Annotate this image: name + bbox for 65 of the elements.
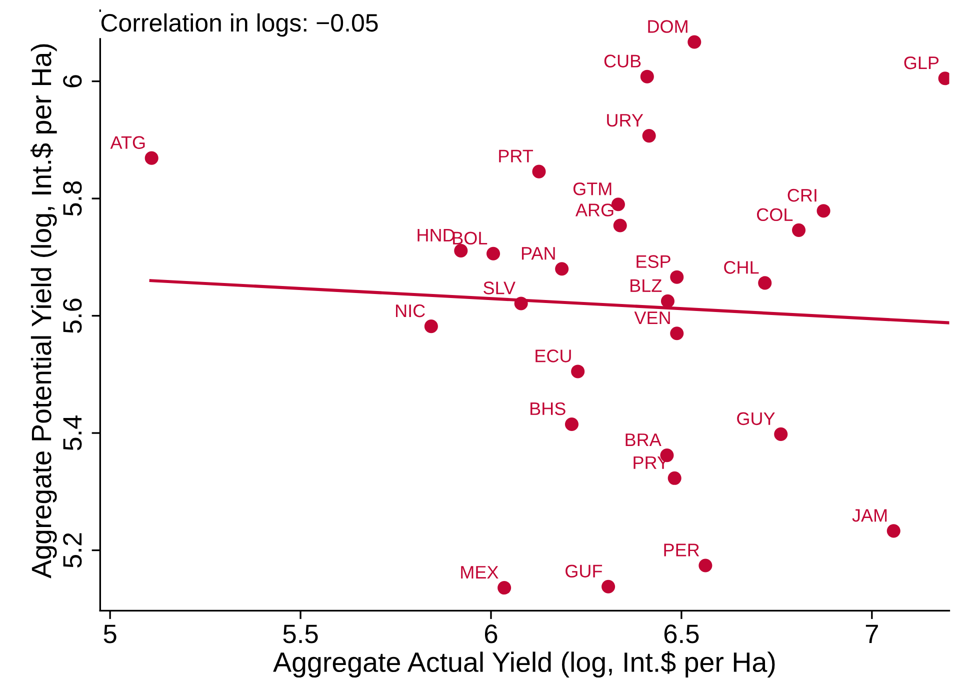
- point: [564, 417, 579, 431]
- y-tick-label: 5.6: [63, 298, 82, 334]
- y-tick-label: 6: [63, 75, 82, 88]
- point: [144, 151, 158, 165]
- point: [532, 164, 546, 178]
- point: [886, 524, 900, 538]
- x-tick-label: 6: [484, 624, 498, 644]
- x-tick-label: 5: [104, 624, 116, 644]
- point: [498, 581, 512, 595]
- annotation: PER: [664, 544, 700, 556]
- annotation: GTM: [573, 182, 612, 196]
- point: [424, 320, 438, 334]
- point: [660, 294, 674, 308]
- annotation: JAM: [852, 509, 887, 522]
- annotation: GUF: [566, 564, 602, 578]
- annotation: SLV: [484, 282, 516, 294]
- point: [670, 270, 684, 284]
- annotation: ESP: [636, 255, 670, 268]
- annotation: MEX: [461, 566, 498, 578]
- annotation: DOM: [648, 20, 688, 33]
- annotation: CUB: [604, 54, 641, 68]
- point: [668, 471, 682, 485]
- annotation: BOL: [453, 232, 488, 245]
- annotation: GUY: [737, 412, 775, 426]
- x-tick-label: 7: [866, 624, 878, 643]
- annotation: Correlation in logs: −0.05: [101, 13, 378, 37]
- point: [602, 580, 616, 594]
- annotation: COL: [757, 208, 793, 222]
- point: [454, 244, 468, 258]
- x-tick-label: 5.5: [283, 624, 318, 644]
- annotation: ARG: [575, 204, 614, 216]
- annotation: CHL: [724, 261, 759, 274]
- point: [613, 218, 627, 232]
- point: [555, 262, 569, 276]
- annotation: BRA: [626, 434, 662, 446]
- point: [670, 326, 684, 340]
- x-tick-label: 6.5: [664, 624, 699, 644]
- annotation: URY: [607, 114, 644, 127]
- annotation: ECU: [536, 350, 571, 362]
- annotation: PAN: [522, 247, 555, 260]
- point: [688, 35, 702, 49]
- annotation: VEN: [634, 312, 670, 324]
- annotation: NIC: [396, 304, 425, 318]
- y-axis-title: Aggregate Potential Yield (log, Int.$ per Ha): [30, 44, 57, 578]
- y-tick-label: 5.4: [63, 415, 82, 450]
- point: [698, 558, 712, 572]
- point: [792, 223, 806, 237]
- point: [758, 276, 772, 290]
- annotation: ATG: [110, 136, 145, 149]
- point: [774, 427, 788, 441]
- point: [642, 129, 656, 143]
- annotation: HND: [418, 228, 454, 242]
- annotation: GLP: [904, 56, 939, 70]
- point: [816, 204, 830, 218]
- annotation: PRT: [499, 150, 534, 162]
- point: [514, 296, 528, 310]
- annotation: CRI: [788, 188, 816, 202]
- point: [486, 246, 500, 260]
- y-tick-label: 5.2: [63, 533, 82, 568]
- x-axis-title: Aggregate Actual Yield (log, Int.$ per Ha): [273, 651, 775, 678]
- point: [571, 364, 585, 378]
- annotation: BLZ: [630, 279, 662, 292]
- point: [640, 70, 654, 84]
- y-tick-label: 5.8: [63, 181, 82, 216]
- annotation: BHS: [530, 402, 566, 416]
